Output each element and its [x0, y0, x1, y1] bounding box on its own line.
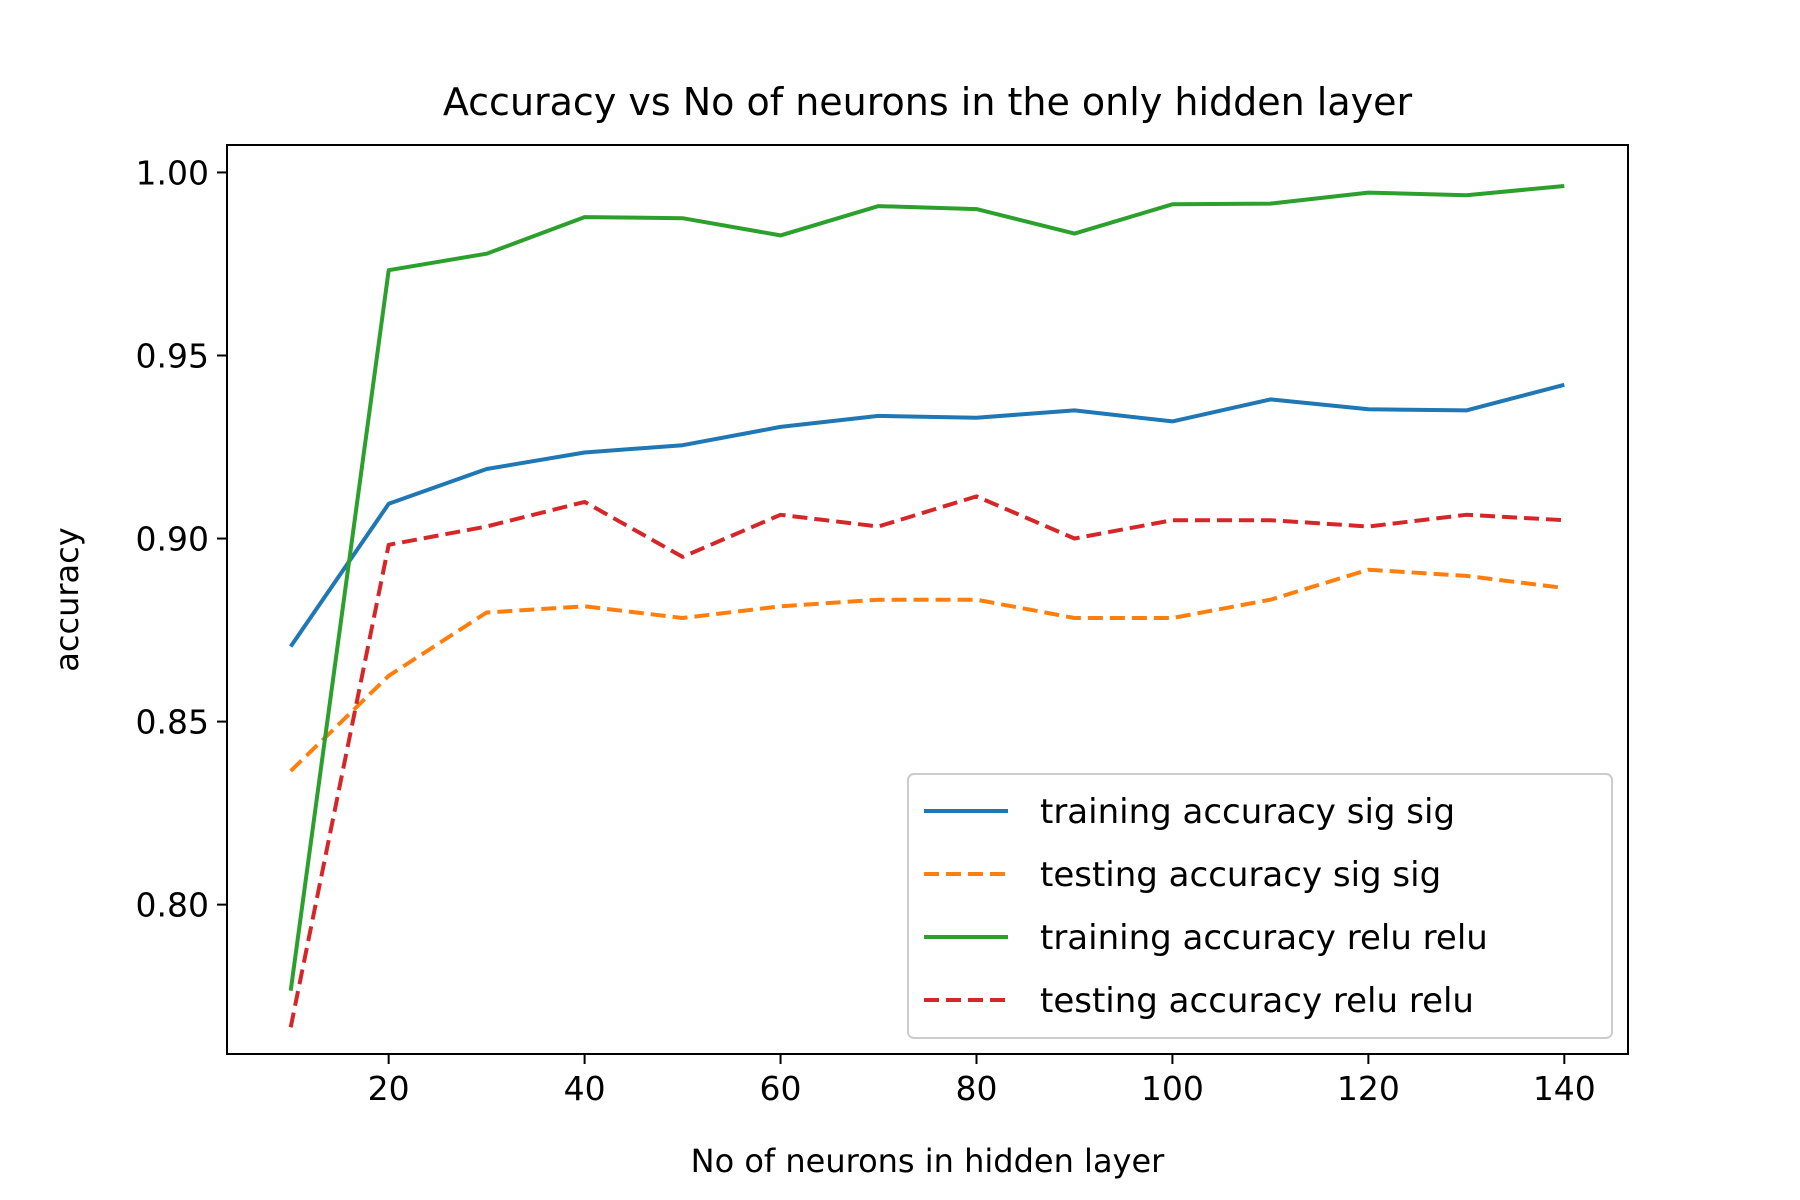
- legend-entry-label: training accuracy sig sig: [1040, 792, 1455, 832]
- axes-frame: [226, 144, 1629, 1055]
- x-tick-label: 100: [1141, 1069, 1204, 1108]
- series-line: [288, 184, 1565, 991]
- series-layer: [288, 184, 1565, 1028]
- series-line: [289, 382, 1565, 648]
- y-tick-label: 0.90: [136, 520, 209, 559]
- legend-entry-label: testing accuracy sig sig: [1040, 855, 1441, 895]
- x-axis: 20 40 60 80 100 120 140: [368, 1054, 1596, 1108]
- x-tick-label: 20: [368, 1069, 410, 1108]
- series-line: [289, 567, 1565, 773]
- x-tick-label: 80: [955, 1069, 997, 1108]
- chart-title: Accuracy vs No of neurons in the only hi…: [443, 80, 1413, 124]
- legend-entry-label: training accuracy relu relu: [1040, 918, 1488, 958]
- x-tick-label: 60: [760, 1069, 802, 1108]
- y-tick-label: 0.80: [136, 886, 209, 925]
- x-axis-label: No of neurons in hidden layer: [691, 1142, 1166, 1180]
- y-tick-label: 1.00: [136, 153, 209, 192]
- x-tick-label: 120: [1337, 1069, 1400, 1108]
- series-line: [288, 494, 1565, 1028]
- y-axis: 0.80 0.85 0.90 0.95 1.00: [136, 153, 227, 925]
- y-tick-label: 0.85: [136, 703, 209, 742]
- legend-box: [907, 773, 1613, 1039]
- legend-entry-label: testing accuracy relu relu: [1040, 981, 1474, 1021]
- x-tick-label: 40: [564, 1069, 606, 1108]
- y-tick-label: 0.95: [136, 337, 209, 376]
- legend: training accuracy sig sig testing accurac…: [907, 773, 1613, 1039]
- y-axis-label: accuracy: [48, 527, 86, 671]
- x-tick-label: 140: [1533, 1069, 1596, 1108]
